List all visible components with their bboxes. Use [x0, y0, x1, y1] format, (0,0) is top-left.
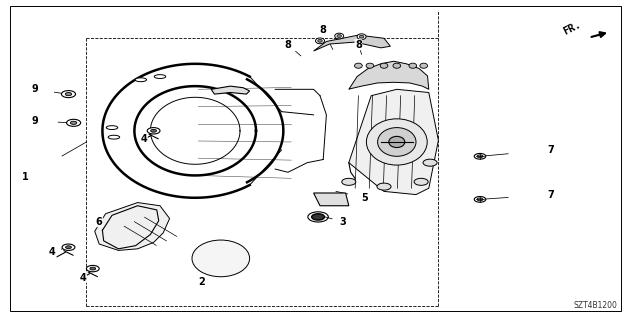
Ellipse shape: [359, 35, 364, 38]
Ellipse shape: [66, 246, 72, 249]
Text: 2: 2: [198, 277, 205, 287]
Text: FR.: FR.: [561, 19, 582, 37]
Text: 8: 8: [320, 25, 326, 35]
Polygon shape: [314, 193, 349, 206]
Polygon shape: [95, 203, 170, 250]
Text: 3: 3: [339, 217, 346, 227]
Ellipse shape: [389, 137, 405, 148]
Ellipse shape: [337, 34, 342, 37]
Ellipse shape: [380, 63, 388, 68]
Ellipse shape: [90, 267, 96, 270]
Ellipse shape: [317, 40, 323, 42]
Ellipse shape: [151, 130, 156, 132]
Ellipse shape: [393, 63, 401, 68]
Ellipse shape: [378, 128, 416, 156]
Ellipse shape: [377, 183, 391, 190]
Ellipse shape: [357, 34, 366, 40]
Text: SZT4B1200: SZT4B1200: [573, 301, 618, 310]
Ellipse shape: [414, 178, 428, 185]
Ellipse shape: [108, 135, 120, 139]
Text: 1: 1: [22, 172, 29, 182]
Ellipse shape: [65, 93, 72, 96]
Ellipse shape: [61, 91, 76, 98]
Ellipse shape: [135, 78, 147, 82]
Ellipse shape: [62, 244, 75, 250]
Ellipse shape: [474, 197, 486, 202]
Text: 5: 5: [362, 193, 368, 203]
Text: 9: 9: [32, 84, 38, 94]
Text: 4: 4: [80, 272, 86, 283]
Polygon shape: [349, 89, 438, 195]
Ellipse shape: [86, 265, 99, 272]
Ellipse shape: [192, 240, 250, 277]
Ellipse shape: [420, 63, 428, 68]
Ellipse shape: [366, 63, 374, 68]
Ellipse shape: [335, 33, 344, 39]
Ellipse shape: [342, 178, 356, 185]
Polygon shape: [349, 61, 429, 89]
Text: 7: 7: [547, 189, 554, 200]
Text: 4: 4: [141, 134, 147, 144]
Ellipse shape: [154, 75, 166, 78]
Ellipse shape: [106, 126, 118, 130]
Text: 9: 9: [32, 116, 38, 126]
Ellipse shape: [474, 153, 486, 159]
Text: 6: 6: [96, 217, 102, 227]
Ellipse shape: [67, 119, 81, 126]
Ellipse shape: [367, 119, 428, 165]
Ellipse shape: [316, 38, 324, 44]
Text: 4: 4: [49, 247, 56, 257]
Text: 8: 8: [285, 40, 291, 50]
Ellipse shape: [147, 128, 160, 134]
Ellipse shape: [70, 121, 77, 124]
Polygon shape: [211, 86, 250, 94]
Ellipse shape: [355, 63, 362, 68]
Ellipse shape: [477, 155, 483, 158]
Polygon shape: [314, 35, 390, 51]
Ellipse shape: [423, 159, 437, 166]
Text: 7: 7: [547, 145, 554, 155]
Ellipse shape: [477, 198, 483, 201]
Text: 8: 8: [355, 40, 362, 50]
Ellipse shape: [409, 63, 417, 68]
Ellipse shape: [312, 214, 324, 220]
